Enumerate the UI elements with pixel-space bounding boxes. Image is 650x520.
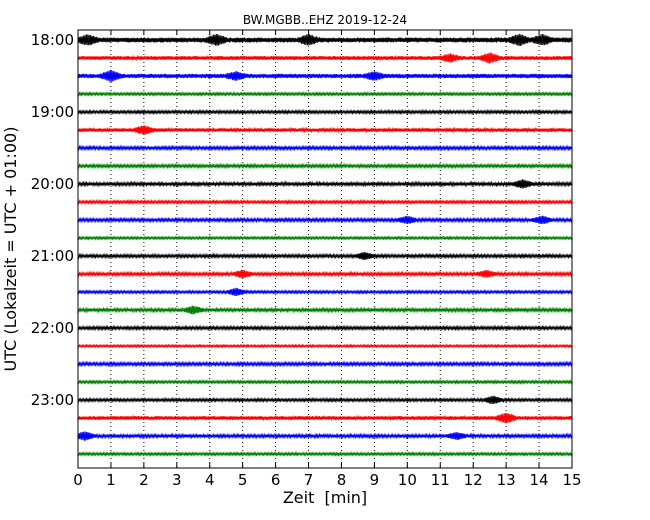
x-axis-label: Zeit [min] <box>283 488 367 507</box>
trace-row-2000 <box>77 179 573 189</box>
x-tick-label: 4 <box>205 471 215 489</box>
y-axis-label: UTC (Lokalzeit = UTC + 01:00) <box>1 127 20 372</box>
trace-row-2330 <box>77 431 573 441</box>
trace-row-2145 <box>77 305 573 315</box>
x-tick-label: 9 <box>370 471 380 489</box>
chart-title: BW.MGBB..EHZ 2019-12-24 <box>243 13 407 27</box>
x-tick-label: 3 <box>172 471 182 489</box>
x-tick-label: 15 <box>562 471 581 489</box>
x-tick-label: 8 <box>337 471 347 489</box>
y-tick-label: 21:00 <box>31 247 74 265</box>
x-tick-label: 10 <box>398 471 417 489</box>
y-tick-label: 23:00 <box>31 391 74 409</box>
trace-row-2130 <box>77 287 573 296</box>
trace-row-2115 <box>77 269 573 279</box>
trace-row-2015 <box>77 198 573 206</box>
trace-row-2345 <box>77 451 573 457</box>
trace-row-2230 <box>77 360 573 368</box>
trace-row-2030 <box>77 215 573 225</box>
trace-row-1830 <box>77 69 573 82</box>
trace-row-1815 <box>77 52 573 64</box>
x-tick-label: 5 <box>238 471 248 489</box>
trace-row-2100 <box>77 252 573 261</box>
x-tick-label: 14 <box>530 471 549 489</box>
grid-lines <box>110 30 540 468</box>
x-tick-label: 6 <box>271 471 281 489</box>
x-tick-label: 13 <box>497 471 516 489</box>
trace-row-2215 <box>77 343 573 349</box>
trace-row-1945 <box>77 162 573 170</box>
trace-row-1915 <box>77 125 573 135</box>
x-tick-label: 12 <box>464 471 483 489</box>
trace-row-1845 <box>77 91 573 97</box>
trace-row-1800 <box>77 33 573 47</box>
x-tick-label: 2 <box>139 471 149 489</box>
trace-row-2245 <box>77 379 573 385</box>
seismic-traces <box>77 33 573 457</box>
x-tick-label: 0 <box>73 471 83 489</box>
trace-row-2300 <box>77 395 573 405</box>
y-tick-label: 22:00 <box>31 319 74 337</box>
y-tick-label: 18:00 <box>31 31 74 49</box>
y-tick-label: 19:00 <box>31 103 74 121</box>
trace-row-2200 <box>77 324 573 332</box>
x-tick-label: 11 <box>431 471 450 489</box>
trace-row-1930 <box>77 144 573 152</box>
trace-row-2315 <box>77 412 573 424</box>
trace-row-1900 <box>77 108 573 116</box>
axis-ticks: 0 1 2 3 4 5 6 7 8 9 10 11 12 13 14 1518:0019:0020:0021:… <box>31 30 582 489</box>
y-tick-label: 20:00 <box>31 175 74 193</box>
trace-row-2045 <box>77 235 573 241</box>
plot-frame <box>77 29 573 469</box>
x-tick-label: 1 <box>106 471 116 489</box>
x-tick-label: 7 <box>304 471 314 489</box>
